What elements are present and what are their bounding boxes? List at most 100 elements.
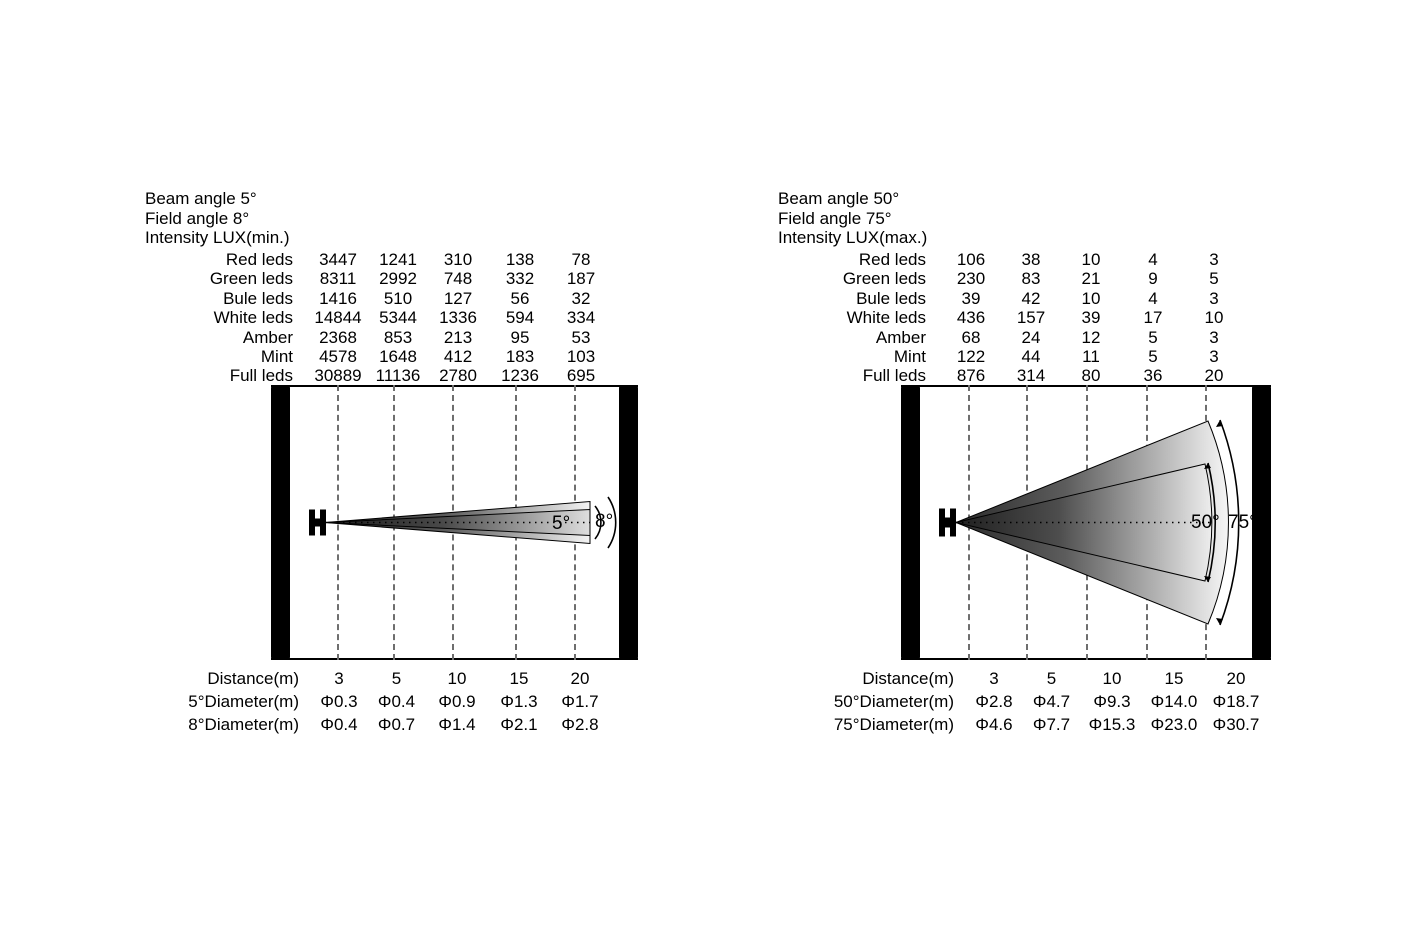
cell: Φ1.4 bbox=[438, 715, 476, 734]
table-row: Amber 68 24 12 5 3 bbox=[778, 328, 1244, 347]
cell: 5 bbox=[1148, 347, 1158, 367]
cell: 30889 bbox=[314, 366, 362, 386]
cell: Φ0.9 bbox=[438, 692, 476, 711]
cell: 3 bbox=[1209, 250, 1219, 269]
intensity-table-left: Red leds 3447 1241 310 138 78 Green leds 8311 29… bbox=[145, 250, 611, 386]
cell: Φ1.3 bbox=[500, 692, 538, 711]
cell: 3447 bbox=[319, 250, 357, 269]
cell: Φ0.4 bbox=[320, 715, 358, 734]
cell: 127 bbox=[443, 288, 473, 308]
row-label: Bule leds bbox=[223, 288, 293, 308]
cell: Φ7.7 bbox=[1032, 715, 1071, 734]
cell: 332 bbox=[505, 269, 535, 289]
cell: 695 bbox=[566, 366, 596, 386]
cell: 594 bbox=[505, 308, 535, 328]
cell: Φ30.7 bbox=[1212, 715, 1260, 734]
cell: 11136 bbox=[375, 366, 421, 386]
panel-heading-right: Beam angle 50° Field angle 75° Intensity… bbox=[778, 189, 927, 248]
cell: Φ1.7 bbox=[561, 692, 599, 711]
cell: 20 bbox=[1226, 669, 1246, 688]
table-row: White leds 14844 5344 1336 594 334 bbox=[145, 308, 611, 327]
cell: 3 bbox=[989, 669, 999, 688]
intensity-caption: Intensity LUX(max.) bbox=[778, 228, 928, 247]
table-row: Distance(m) 3 5 10 15 20 bbox=[804, 667, 1267, 690]
frame-bottom-edge bbox=[271, 658, 638, 660]
fixture-icon bbox=[939, 508, 956, 537]
cell: 95 bbox=[510, 327, 530, 347]
cell: 32 bbox=[571, 288, 591, 308]
cell: 5 bbox=[1046, 669, 1057, 688]
cell: 138 bbox=[505, 250, 535, 269]
cell: 1241 bbox=[379, 250, 417, 269]
cell: 213 bbox=[443, 327, 473, 347]
cell: 24 bbox=[1021, 327, 1041, 347]
cell: Φ9.3 bbox=[1093, 692, 1131, 711]
row-label: Full leds bbox=[862, 366, 926, 386]
cell: 106 bbox=[956, 250, 986, 269]
cell: Φ0.7 bbox=[377, 715, 416, 734]
cell: Φ15.3 bbox=[1088, 715, 1136, 734]
table-row: Mint 122 44 11 5 3 bbox=[778, 347, 1244, 366]
beam-plot-area-left bbox=[290, 385, 619, 660]
cell: 1336 bbox=[439, 308, 477, 328]
table-row: Mint 4578 1648 412 183 103 bbox=[145, 347, 611, 366]
cell: 36 bbox=[1143, 366, 1163, 386]
cell: 17 bbox=[1143, 308, 1163, 328]
frame-top-edge bbox=[271, 385, 638, 387]
cell: 1648 bbox=[379, 347, 417, 367]
cell: 83 bbox=[1021, 269, 1041, 289]
frame-right-bar bbox=[1252, 385, 1271, 660]
cell: 68 bbox=[961, 327, 981, 347]
table-row: 50°Diameter(m) Φ2.8 Φ4.7 Φ9.3 Φ14.0 Φ18.7 bbox=[804, 690, 1267, 713]
cell: 14844 bbox=[314, 308, 362, 328]
cell: 15 bbox=[509, 669, 529, 688]
cell: 3 bbox=[1209, 347, 1219, 367]
cell: 53 bbox=[571, 327, 591, 347]
table-row: Green leds 8311 2992 748 332 187 bbox=[145, 269, 611, 288]
cell: Φ14.0 bbox=[1150, 692, 1198, 711]
max-intensity-panel: Beam angle 50° Field angle 75° Intensity… bbox=[709, 0, 1418, 946]
fixture-icon bbox=[309, 509, 326, 536]
cell: 10 bbox=[1204, 308, 1224, 328]
beam-angle-text: Beam angle 5° bbox=[145, 189, 257, 208]
frame-right-bar bbox=[619, 385, 638, 660]
cell: 3 bbox=[1209, 288, 1219, 308]
table-row: 75°Diameter(m) Φ4.6 Φ7.7 Φ15.3 Φ23.0 Φ30.7 bbox=[804, 713, 1267, 736]
table-row: 5°Diameter(m) Φ0.3 Φ0.4 Φ0.9 Φ1.3 Φ1.7 bbox=[175, 690, 610, 713]
beam-plot-area-right bbox=[920, 385, 1252, 660]
table-row: Bule leds 1416 510 127 56 32 bbox=[145, 289, 611, 308]
cell: 3 bbox=[334, 669, 344, 688]
row-label: Red leds bbox=[858, 250, 926, 269]
table-row: Green leds 230 83 21 9 5 bbox=[778, 269, 1244, 288]
cell: 56 bbox=[510, 288, 530, 308]
cell: 183 bbox=[505, 347, 535, 367]
cell: 20 bbox=[1204, 366, 1224, 386]
distance-table-right: Distance(m) 3 5 10 15 20 50°Diameter(m) Φ2.8 Φ4.… bbox=[804, 667, 1267, 736]
field-angle-text: Field angle 8° bbox=[145, 208, 250, 228]
cell: 10 bbox=[1102, 669, 1122, 688]
cell: 5 bbox=[1148, 327, 1158, 347]
row-label: Distance(m) bbox=[207, 669, 299, 688]
cell: Φ23.0 bbox=[1150, 715, 1198, 734]
cell: 5 bbox=[1209, 269, 1219, 289]
cell: 4 bbox=[1148, 250, 1158, 269]
cell: Φ4.6 bbox=[975, 715, 1013, 734]
cell: 310 bbox=[443, 250, 473, 269]
cell: 122 bbox=[956, 347, 986, 367]
cell: 1236 bbox=[501, 366, 539, 386]
cell: 2368 bbox=[319, 327, 357, 347]
row-label: Red leds bbox=[225, 250, 293, 269]
row-label: Amber bbox=[242, 327, 293, 347]
row-label: 50°Diameter(m) bbox=[833, 692, 954, 711]
table-row: Red leds 106 38 10 4 3 bbox=[778, 250, 1244, 269]
cell: 10 bbox=[1081, 288, 1101, 308]
table-row: Red leds 3447 1241 310 138 78 bbox=[145, 250, 611, 269]
row-label: Mint bbox=[893, 347, 926, 367]
beam-diagram-frame-left bbox=[271, 385, 638, 660]
cell: 436 bbox=[956, 308, 986, 328]
cell: 11 bbox=[1082, 347, 1100, 367]
panel-heading-left: Beam angle 5° Field angle 8° Intensity L… bbox=[145, 189, 290, 248]
frame-left-bar bbox=[271, 385, 290, 660]
cell: 314 bbox=[1016, 366, 1046, 386]
row-label: 8°Diameter(m) bbox=[188, 715, 299, 734]
